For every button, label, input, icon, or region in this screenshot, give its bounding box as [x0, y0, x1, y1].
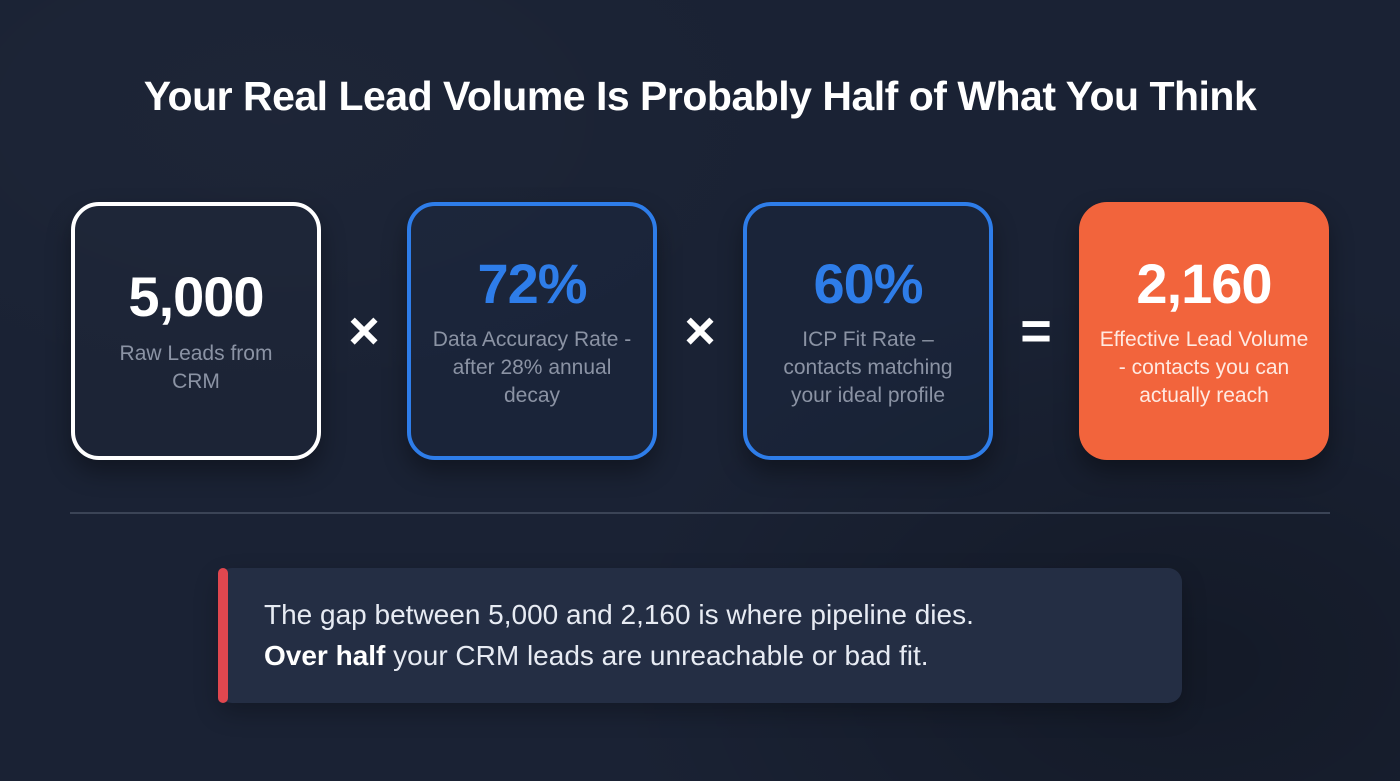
card-icp-fit: 60% ICP Fit Rate – contacts matching you… — [743, 202, 993, 460]
section-divider — [70, 512, 1330, 514]
card-effective-volume: 2,160 Effective Lead Volume - contacts y… — [1079, 202, 1329, 460]
callout-box: The gap between 5,000 and 2,160 is where… — [218, 568, 1182, 704]
card-data-accuracy: 72% Data Accuracy Rate - after 28% annua… — [407, 202, 657, 460]
callout-accent-bar — [218, 568, 228, 704]
callout-line-1: The gap between 5,000 and 2,160 is where… — [264, 599, 974, 630]
card-raw-leads-value: 5,000 — [128, 265, 264, 329]
card-icp-fit-value: 60% — [813, 251, 923, 315]
page-title: Your Real Lead Volume Is Probably Half o… — [143, 73, 1257, 119]
card-effective-volume-value: 2,160 — [1136, 251, 1272, 315]
callout-bold-text: Over half — [264, 639, 386, 671]
multiply-operator: × — [684, 301, 716, 361]
card-raw-leads: 5,000 Raw Leads from CRM — [71, 202, 321, 460]
callout-text: The gap between 5,000 and 2,160 is where… — [264, 595, 1142, 676]
card-raw-leads-label: Raw Leads from CRM — [119, 342, 273, 393]
card-data-accuracy-label: Data Accuracy Rate - after 28% annual de… — [432, 328, 632, 407]
callout-line-2: Over half your CRM leads are unreachable… — [264, 636, 1142, 677]
equals-operator: = — [1020, 301, 1052, 361]
callout-line-2-rest: your CRM leads are unreachable or bad fi… — [385, 639, 929, 671]
card-effective-volume-label: Effective Lead Volume - contacts you can… — [1099, 328, 1309, 407]
card-data-accuracy-value: 72% — [477, 251, 587, 315]
equation-row: 5,000 Raw Leads from CRM × 72% Data Accu… — [0, 202, 1400, 460]
card-icp-fit-label: ICP Fit Rate – contacts matching your id… — [783, 328, 953, 407]
multiply-operator: × — [348, 301, 380, 361]
